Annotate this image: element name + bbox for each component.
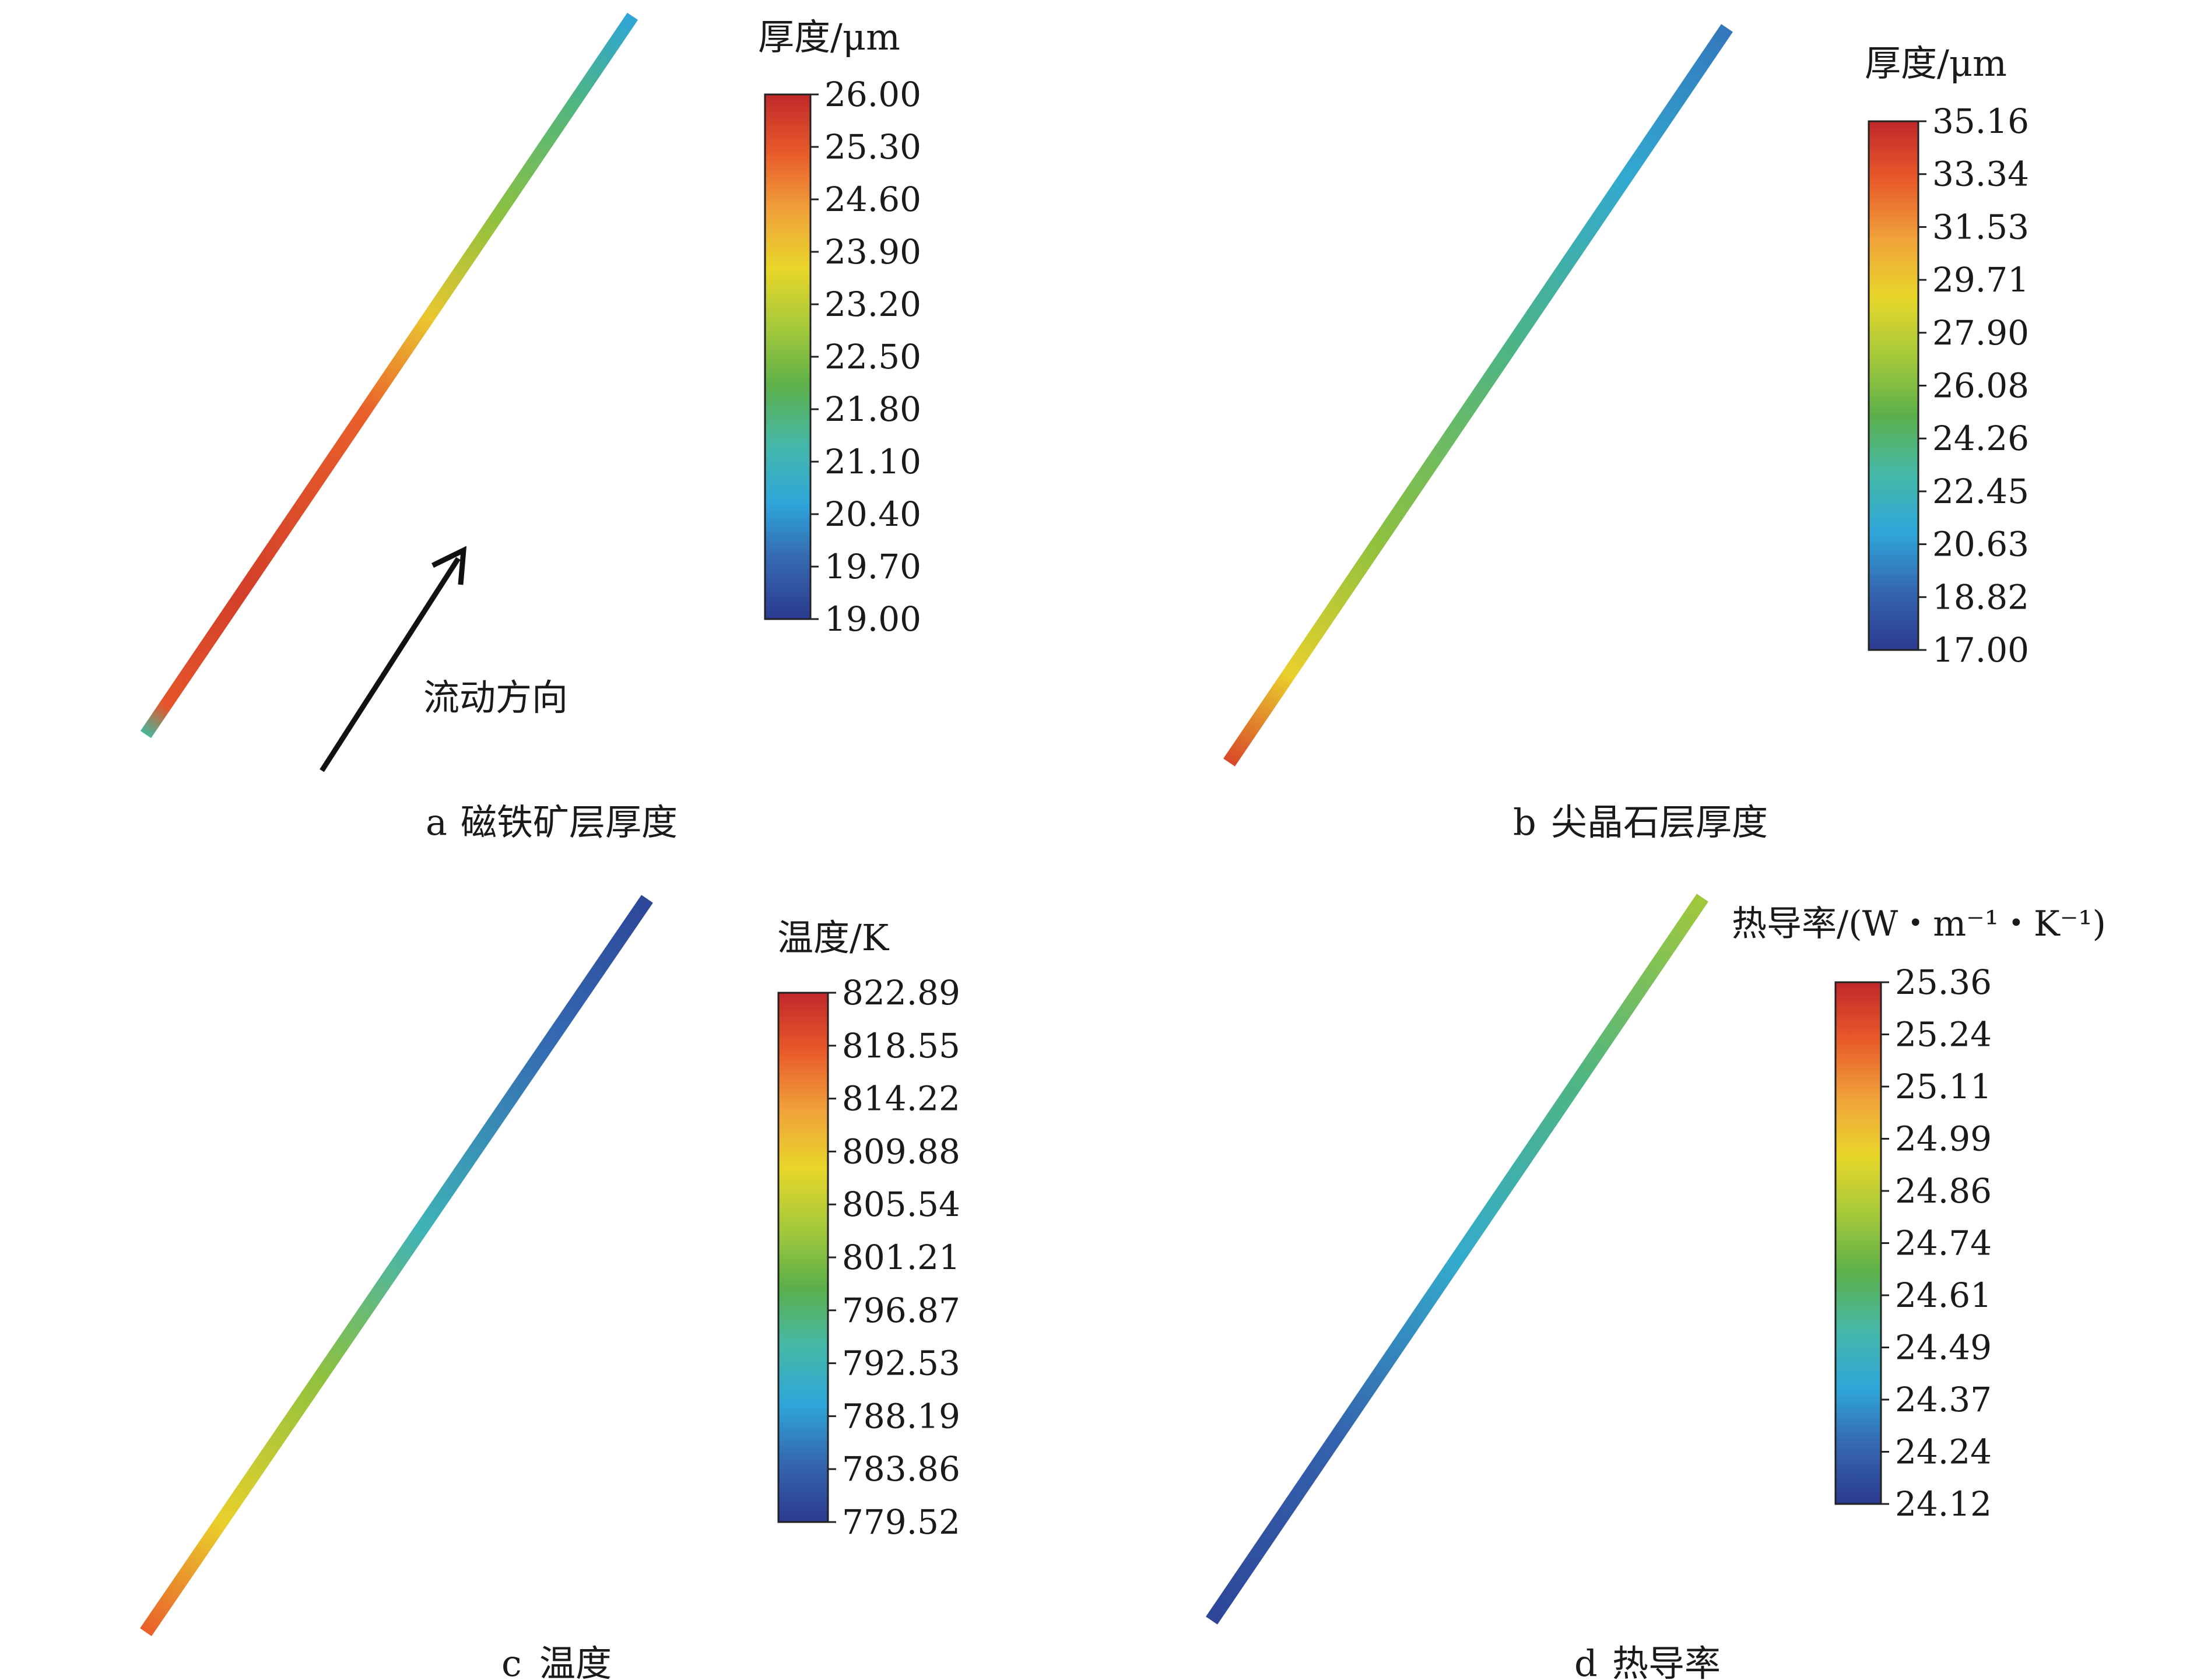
arrow-up-right-icon — [320, 557, 461, 772]
colorbar-tick-label-c: 783.86 — [842, 1449, 960, 1489]
caption-a: a 磁铁矿层厚度 — [426, 801, 678, 843]
colorbar-tick-label-a: 19.00 — [824, 599, 921, 639]
legend-title-c: 温度/K — [777, 916, 890, 959]
colorbar-tick-label-a: 24.60 — [824, 180, 921, 219]
panel-a: 厚度/μm 26.00 25.30 24.60 23.90 23.20 22.50 21.8… — [140, 12, 921, 843]
colorbar-tick-label-c: 814.22 — [842, 1079, 960, 1119]
tube-c — [140, 895, 653, 1636]
colorbar-tick-label-d: 24.99 — [1895, 1119, 1992, 1159]
colorbar-tick-label-b: 18.82 — [1932, 577, 2029, 617]
colorbar-tick-label-d: 25.24 — [1895, 1015, 1992, 1055]
colorbar-tick-label-b: 20.63 — [1932, 525, 2029, 564]
legend-title-d: 热导率/(W・m⁻¹・K⁻¹) — [1732, 904, 2106, 944]
colorbar-tick-label-d: 24.74 — [1895, 1224, 1992, 1263]
caption-text-d: 热导率 — [1612, 1642, 1721, 1680]
colorbar-tick-label-b: 27.90 — [1932, 313, 2029, 353]
panel-d: 热导率/(W・m⁻¹・K⁻¹) 25.36 25.24 25.11 24.99 24.8… — [1206, 894, 2106, 1680]
caption-b: b 尖晶石层厚度 — [1513, 801, 1768, 843]
colorbar-tick-label-c: 822.89 — [842, 973, 960, 1013]
caption-letter-d: d — [1574, 1642, 1598, 1680]
legend-title-b: 厚度/μm — [1865, 42, 2007, 85]
colorbar-tick-label-c: 779.52 — [842, 1502, 960, 1542]
panel-c: 温度/K 822.89 818.55 814.22 809.88 805.54 801.2… — [140, 895, 960, 1680]
caption-letter-b: b — [1513, 801, 1536, 843]
colorbar-tick-label-b: 33.34 — [1932, 154, 2029, 194]
colorbar-tick-label-b: 22.45 — [1932, 472, 2029, 511]
colorbar-tick-label-d: 24.24 — [1895, 1432, 1992, 1472]
colorbar-tick-label-c: 796.87 — [842, 1291, 960, 1330]
flow-direction-label: 流动方向 — [423, 676, 568, 719]
colorbar-tick-label-d: 24.86 — [1895, 1171, 1992, 1211]
colorbar-tick-label-b: 26.08 — [1932, 366, 2029, 406]
colorbar-tick-label-d: 24.37 — [1895, 1380, 1992, 1419]
colorbar-gradient-d — [1834, 981, 1882, 1505]
colorbar-gradient-b — [1868, 120, 1919, 651]
caption-d: d 热导率 — [1574, 1642, 1721, 1680]
flow-direction-annotation: 流动方向 — [320, 546, 568, 772]
colorbar-tick-label-d: 25.11 — [1895, 1067, 1992, 1106]
colorbar-b: 35.16 33.34 31.53 29.71 27.90 26.08 24.26 22.45… — [1868, 101, 2029, 670]
colorbar-tick-label-c: 788.19 — [842, 1396, 960, 1436]
colorbar-tick-label-b: 35.16 — [1932, 101, 2029, 141]
colorbar-d: 25.36 25.24 25.11 24.99 24.86 24.74 24.61 24.49… — [1834, 962, 1992, 1524]
colorbar-tick-label-d: 25.36 — [1895, 962, 1992, 1002]
tube-d — [1206, 894, 1708, 1625]
caption-text-c: 温度 — [539, 1642, 612, 1680]
colorbar-tick-label-c: 792.53 — [842, 1344, 960, 1383]
caption-c: c 温度 — [501, 1642, 612, 1680]
colorbar-tick-label-c: 818.55 — [842, 1026, 960, 1066]
colorbar-tick-label-a: 23.90 — [824, 232, 921, 272]
colorbar-tick-label-d: 24.12 — [1895, 1484, 1992, 1524]
colorbar-gradient-a — [764, 93, 812, 620]
colorbar-tick-label-c: 809.88 — [842, 1131, 960, 1171]
colorbar-tick-label-b: 31.53 — [1932, 207, 2029, 247]
colorbar-tick-label-b: 29.71 — [1932, 260, 2029, 300]
colorbar-a: 26.00 25.30 24.60 23.90 23.20 22.50 21.80 21.10… — [764, 75, 921, 639]
colorbar-tick-label-a: 22.50 — [824, 337, 921, 377]
arrow-head-icon — [431, 546, 467, 585]
colorbar-c: 822.89 818.55 814.22 809.88 805.54 801.21 796.… — [777, 973, 960, 1542]
legend-title-a: 厚度/μm — [758, 16, 900, 58]
colorbar-tick-label-c: 801.21 — [842, 1238, 960, 1277]
tube-a — [140, 12, 638, 739]
colorbar-tick-label-b: 24.26 — [1932, 419, 2029, 458]
caption-text-a: 磁铁矿层厚度 — [461, 801, 678, 843]
tube-b — [1223, 24, 1733, 767]
colorbar-gradient-c — [777, 992, 829, 1523]
panel-b: 厚度/μm 35.16 33.34 31.53 29.71 27.90 26.08 24.2… — [1223, 24, 2029, 843]
colorbar-tick-label-d: 24.49 — [1895, 1328, 1992, 1368]
colorbar-tick-label-a: 21.10 — [824, 442, 921, 481]
colorbar-tick-label-c: 805.54 — [842, 1185, 960, 1224]
colorbar-tick-label-a: 21.80 — [824, 389, 921, 429]
colorbar-tick-label-a: 20.40 — [824, 494, 921, 534]
caption-letter-a: a — [426, 801, 447, 843]
colorbar-tick-label-b: 17.00 — [1932, 630, 2029, 670]
caption-text-b: 尖晶石层厚度 — [1551, 801, 1768, 843]
colorbar-tick-label-a: 25.30 — [824, 127, 921, 167]
colorbar-tick-label-d: 24.61 — [1895, 1275, 1992, 1315]
colorbar-tick-label-a: 19.70 — [824, 547, 921, 586]
colorbar-tick-label-a: 23.20 — [824, 284, 921, 324]
caption-letter-c: c — [501, 1642, 522, 1680]
colorbar-tick-label-a: 26.00 — [824, 75, 921, 114]
